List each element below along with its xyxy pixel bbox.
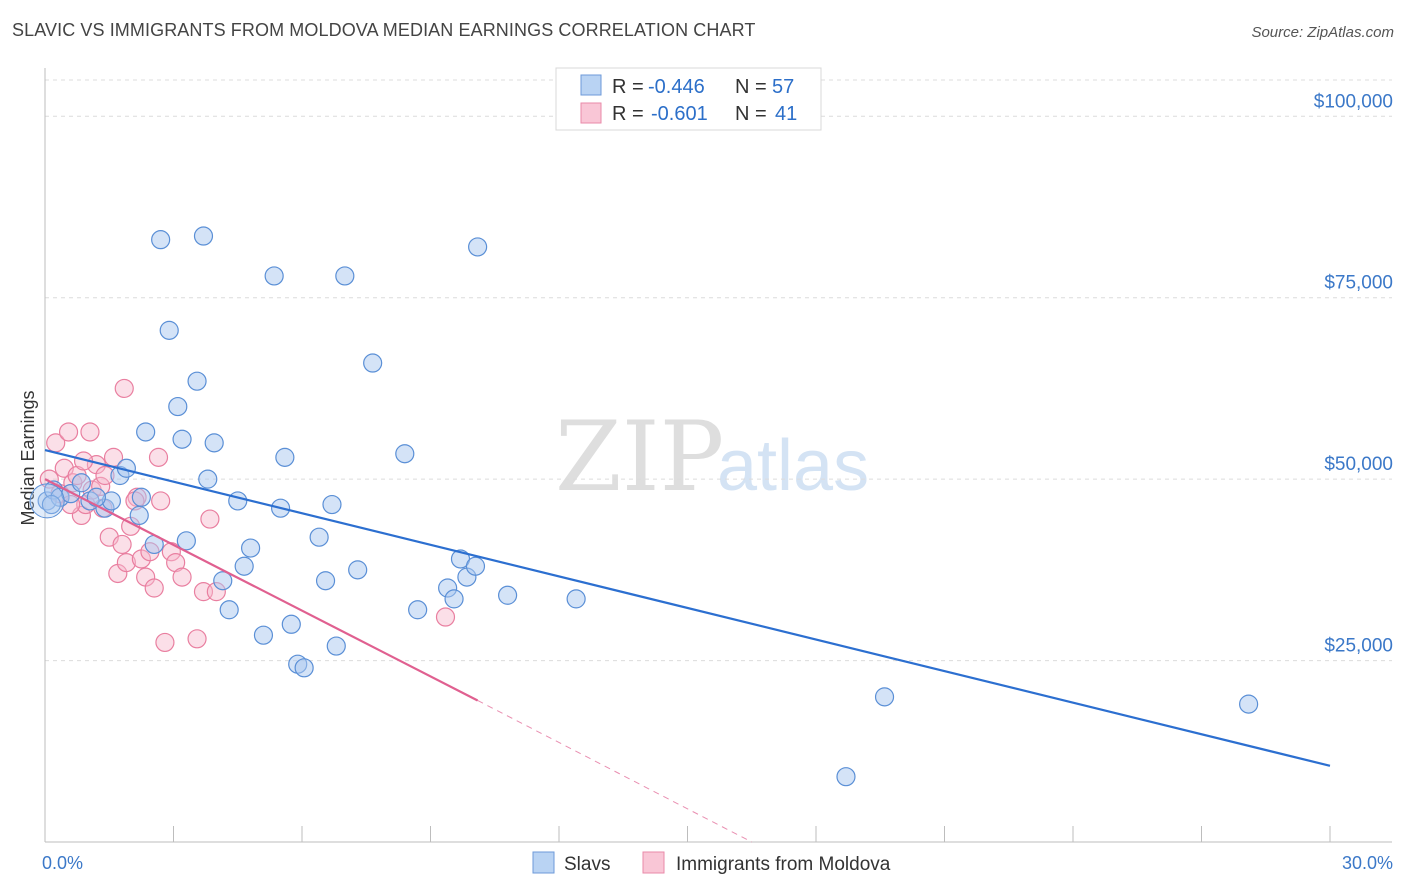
slavs-point [444,589,464,609]
slavs-point [41,494,62,515]
source-note: Source: ZipAtlas.com [1251,24,1394,41]
legend-r-value-1: -0.446 [648,76,705,98]
legend-n-value-2: 41 [775,103,797,125]
slavs-point [395,444,415,464]
slavs-point [86,487,107,507]
y-tick-label: $75,000 [1324,273,1393,294]
series-legend: Slavs Immigrants from Moldova [532,851,891,875]
slavs-point [465,556,486,576]
slavs-point-large [29,483,65,519]
slavs-point [348,560,368,580]
slavs-points [29,226,1259,787]
moldova-point [151,491,171,511]
slavs-point [294,658,314,678]
watermark-zip: ZIP [555,401,724,513]
slavs-point [468,237,488,257]
moldova-point [80,422,100,442]
slavs-point [228,491,248,511]
slavs-point [253,625,274,645]
moldova-point [144,578,164,598]
slavs-point [363,353,383,373]
correlation-legend: R = -0.446 N = 57 R = -0.601 N = 41 [555,67,822,131]
slavs-point [281,614,301,634]
moldova-point [435,607,456,627]
slavs-bottom-swatch [532,851,555,874]
legend-moldova-label: Immigrants from Moldova [676,854,891,875]
moldova-point [114,378,134,399]
slavs-point [151,230,171,250]
slavs-point [129,505,149,526]
legend-slavs-label: Slavs [564,854,610,875]
y-tick-labels: $25,000 $50,000 $75,000 $100,000 [1314,91,1393,656]
slavs-point [836,767,856,787]
x-tick-labels: 0.0% 30.0% [42,853,1393,873]
slavs-point [219,600,239,620]
slavs-point [408,600,428,620]
moldova-trend-line [44,478,479,702]
moldova-point [172,567,192,587]
slavs-point [204,433,224,453]
watermark-atlas: atlas [717,426,869,506]
slavs-point [193,226,214,246]
legend-n-label-1: N = [735,76,767,98]
legend-r-label-1: R = [612,76,644,98]
slavs-point [264,266,284,286]
y-tick-label: $100,000 [1314,91,1393,112]
moldova-point [148,447,169,467]
x-tick-label: 0.0% [42,853,83,873]
slavs-point [131,487,151,507]
slavs-trend-line [44,449,1331,767]
slavs-point [874,687,895,707]
legend-r-label-2: R = [612,103,644,125]
y-tick-label: $50,000 [1324,454,1393,475]
slavs-point [1239,694,1259,714]
slavs-point [322,494,342,515]
legend-n-value-1: 57 [772,76,794,98]
moldova-point [200,509,220,529]
legend-n-label-2: N = [735,103,767,125]
slavs-point [498,585,518,605]
slavs-point [326,636,346,656]
legend-r-value-2: -0.601 [651,103,708,125]
x-tick-label: 30.0% [1342,853,1393,873]
slavs-point [234,556,254,576]
chart-title: SLAVIC VS IMMIGRANTS FROM MOLDOVA MEDIAN… [12,20,756,40]
axes [44,68,1392,843]
slavs-point [241,538,261,558]
moldova-point [155,632,175,653]
slavs-point [136,422,156,442]
slavs-point [309,527,329,547]
slavs-point [335,266,355,286]
slavs-point [213,571,233,591]
slavs-point [198,469,218,489]
moldova-point [187,629,207,649]
slavs-point [187,371,207,391]
slavs-legend-swatch [580,74,602,96]
y-tick-label: $25,000 [1324,636,1393,657]
slavs-point [168,396,188,417]
trend-lines [44,449,1331,843]
moldova-point [116,552,136,573]
moldova-legend-swatch [580,102,602,124]
moldova-point [58,422,79,442]
slavs-point [566,589,586,609]
slavs-point [275,447,295,467]
slavs-point [71,473,92,493]
moldova-point [112,534,132,555]
slavs-point [315,571,336,591]
moldova-trend-extension [477,700,752,843]
slavs-point [176,531,196,551]
slavs-point [159,320,179,340]
moldova-bottom-swatch [642,851,665,874]
slavs-point [172,429,192,449]
